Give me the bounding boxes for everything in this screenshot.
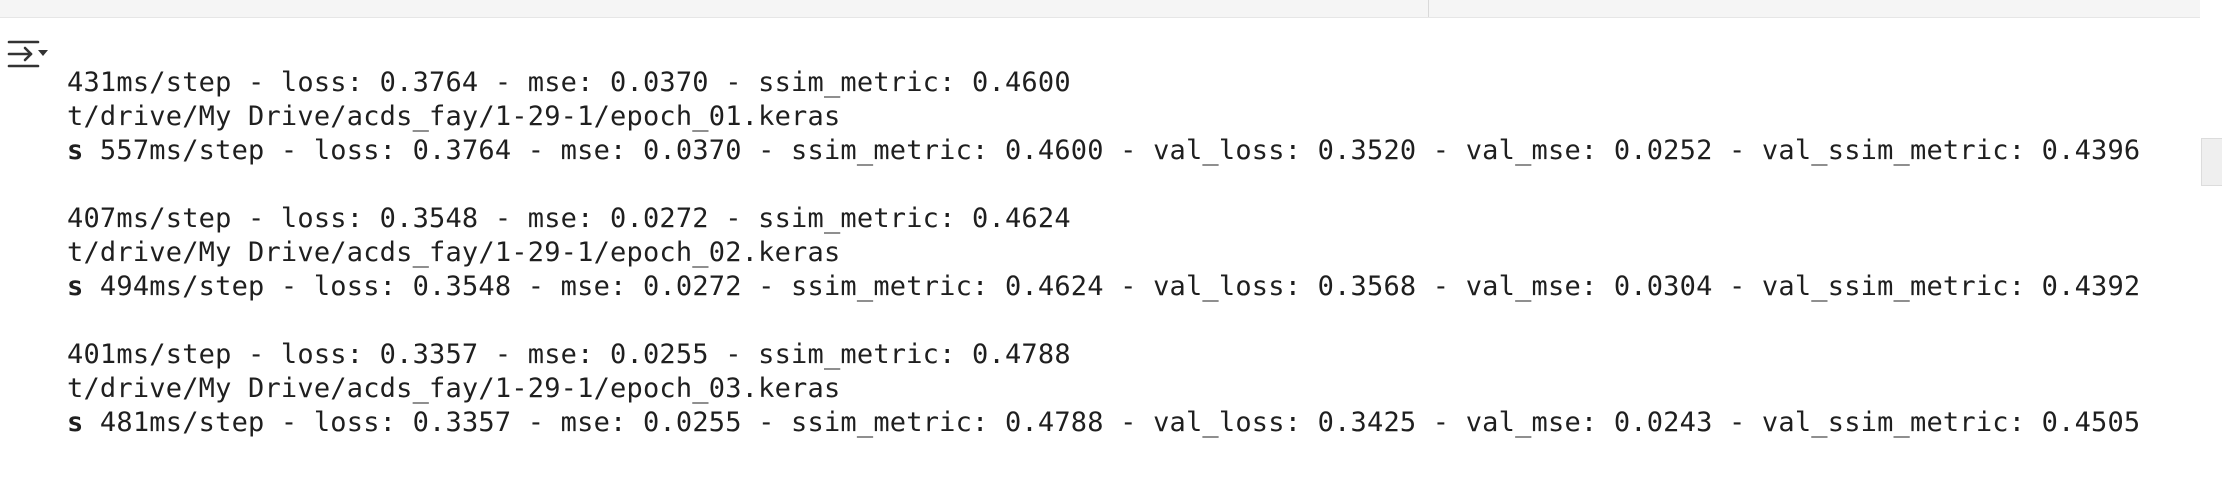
epoch-summary-line: s 557ms/step - loss: 0.3764 - mse: 0.037… (67, 134, 2192, 168)
summary-prefix: s (67, 271, 84, 302)
checkpoint-path-line: t/drive/My Drive/acds_fay/1-29-1/epoch_0… (67, 237, 841, 268)
summary-metrics: 557ms/step - loss: 0.3764 - mse: 0.0370 … (83, 135, 2141, 166)
cell-output: 431ms/step - loss: 0.3764 - mse: 0.0370 … (67, 66, 2192, 476)
summary-metrics: 481ms/step - loss: 0.3357 - mse: 0.0255 … (83, 407, 2141, 438)
step-progress-line: 431ms/step - loss: 0.3764 - mse: 0.0370 … (67, 67, 1071, 98)
epoch-summary-line: s 481ms/step - loss: 0.3357 - mse: 0.025… (67, 406, 2192, 440)
top-strip-divider (1428, 0, 1429, 17)
epoch-summary-line: s 494ms/step - loss: 0.3548 - mse: 0.027… (67, 270, 2192, 304)
horizontal-scrollbar-thumb[interactable] (2201, 138, 2222, 186)
output-collapse-button[interactable] (4, 34, 52, 74)
checkpoint-path-line: t/drive/My Drive/acds_fay/1-29-1/epoch_0… (67, 101, 841, 132)
summary-prefix: s (67, 407, 84, 438)
blank-line (67, 304, 2192, 338)
blank-line (67, 168, 2192, 202)
output-collapse-icon (7, 40, 48, 68)
summary-prefix: s (67, 135, 84, 166)
summary-metrics: 494ms/step - loss: 0.3548 - mse: 0.0272 … (83, 271, 2141, 302)
top-strip (0, 0, 2200, 18)
checkpoint-path-line: t/drive/My Drive/acds_fay/1-29-1/epoch_0… (67, 373, 841, 404)
step-progress-line: 407ms/step - loss: 0.3548 - mse: 0.0272 … (67, 203, 1071, 234)
step-progress-line: 401ms/step - loss: 0.3357 - mse: 0.0255 … (67, 339, 1071, 370)
